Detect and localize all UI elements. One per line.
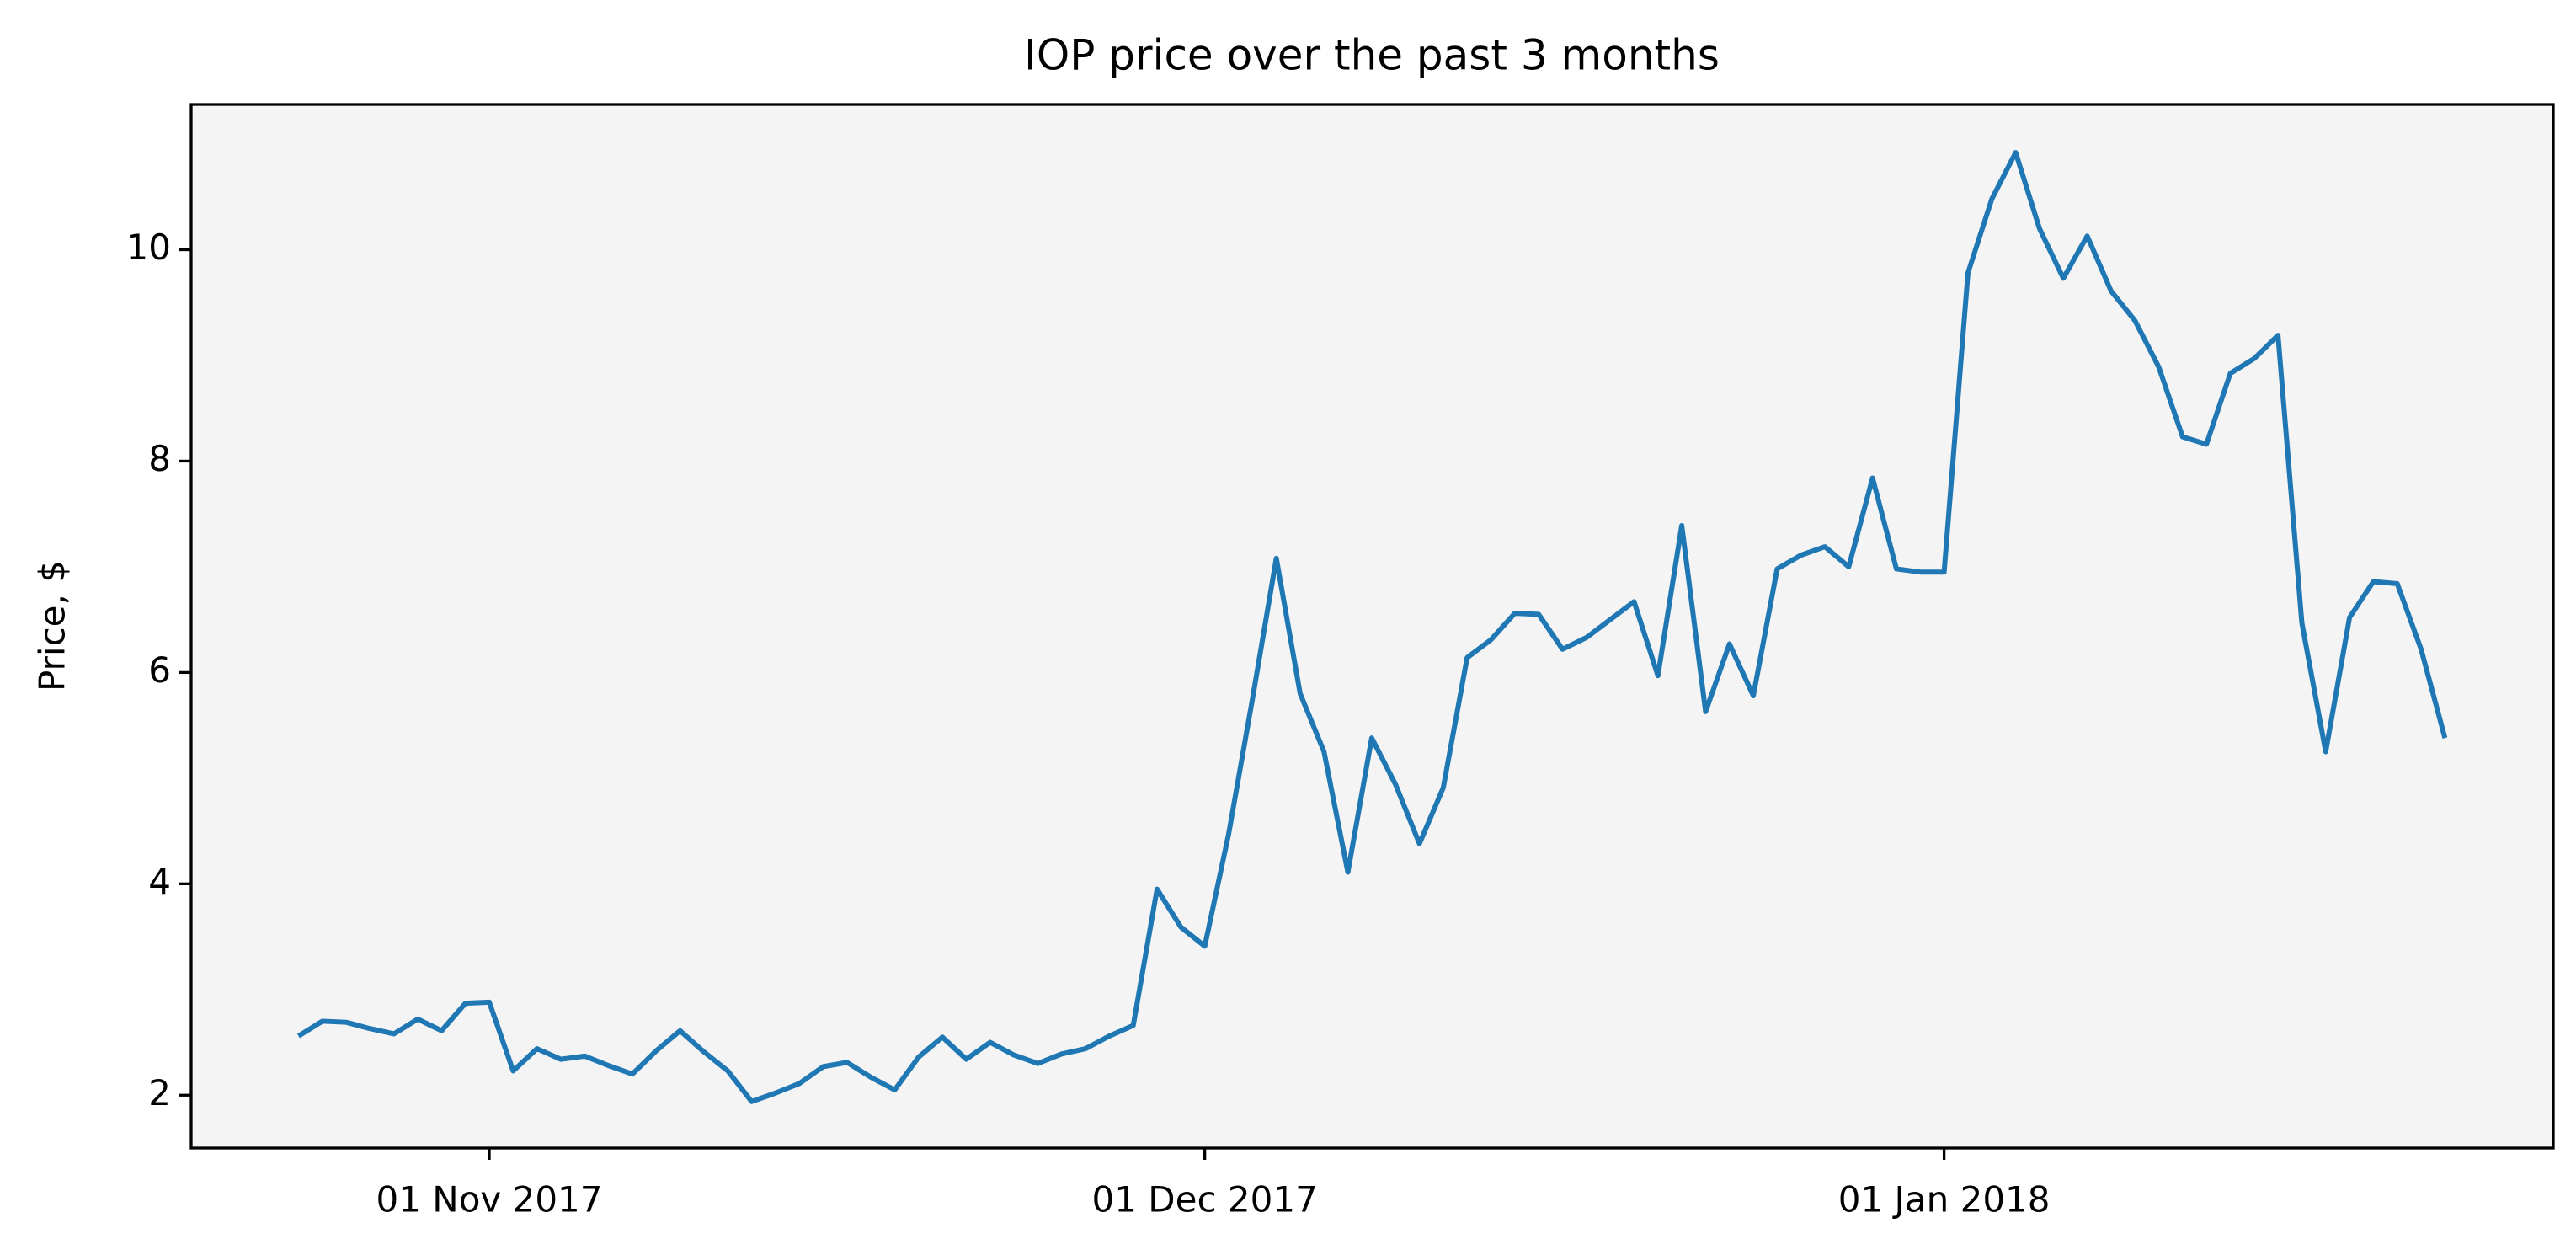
price-line: [296, 150, 2448, 1104]
y-tick-label: 2: [148, 1072, 171, 1113]
y-tick-label: 8: [148, 438, 171, 479]
x-tick-label: 01 Dec 2017: [1092, 1179, 1318, 1220]
y-tick-label: 4: [148, 861, 171, 902]
plot-frame: [189, 103, 2555, 1150]
y-tick-label: 6: [148, 649, 171, 691]
x-tick-label: 01 Jan 2018: [1838, 1179, 2051, 1220]
x-tick-label: 01 Nov 2017: [376, 1179, 603, 1220]
chart-title: IOP price over the past 3 months: [1024, 31, 1720, 80]
plot-area: [191, 104, 2553, 1148]
y-tick-label: 10: [126, 227, 171, 268]
y-axis-label: Price, $: [32, 560, 73, 692]
